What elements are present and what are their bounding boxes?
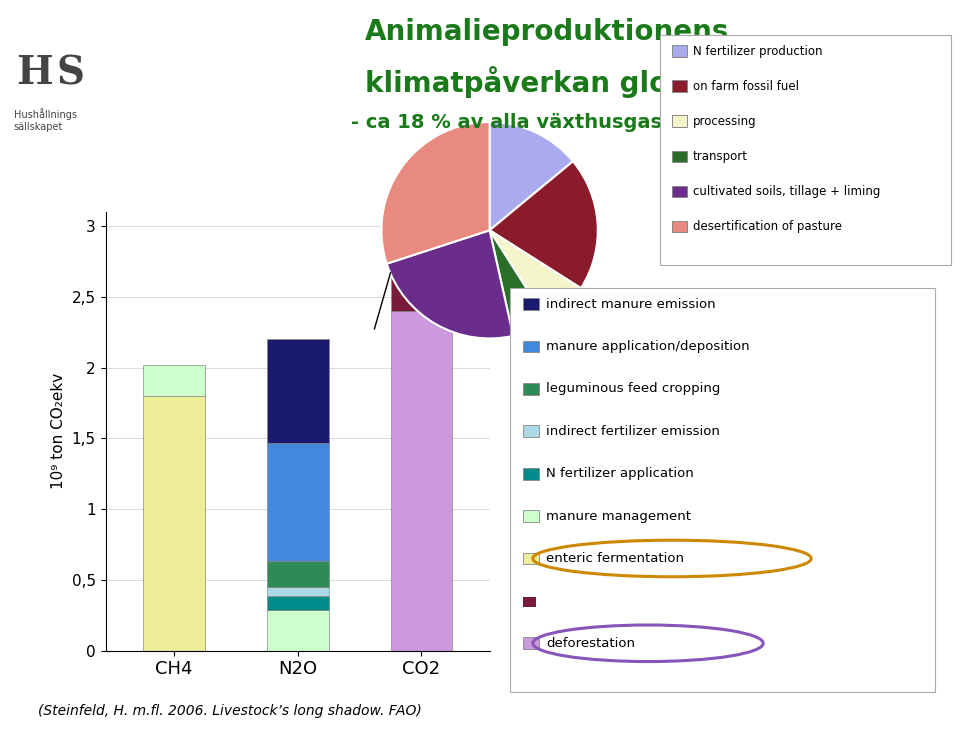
- Text: indirect fertilizer emission: indirect fertilizer emission: [546, 425, 720, 438]
- Bar: [267, 339, 328, 443]
- Wedge shape: [387, 230, 514, 338]
- Text: manure management: manure management: [546, 510, 691, 523]
- Wedge shape: [490, 122, 573, 230]
- Bar: [267, 561, 328, 587]
- Bar: [267, 443, 328, 561]
- Wedge shape: [490, 162, 598, 288]
- Bar: [143, 396, 204, 651]
- Text: transport: transport: [693, 150, 748, 163]
- Wedge shape: [490, 230, 547, 336]
- Text: leguminous feed cropping: leguminous feed cropping: [546, 382, 721, 395]
- Text: manure application/deposition: manure application/deposition: [546, 340, 750, 353]
- Text: Hushållnings: Hushållnings: [13, 108, 77, 120]
- Bar: [391, 273, 452, 311]
- Bar: [391, 311, 452, 651]
- Text: Animalieproduktionens: Animalieproduktionens: [365, 18, 730, 46]
- Text: desertification of pasture: desertification of pasture: [693, 220, 842, 233]
- Text: - ca 18 % av alla växthusgasutsläpp: - ca 18 % av alla växthusgasutsläpp: [350, 113, 744, 132]
- Text: N fertilizer production: N fertilizer production: [693, 45, 823, 58]
- Text: enteric fermentation: enteric fermentation: [546, 552, 684, 565]
- Wedge shape: [381, 122, 490, 264]
- Wedge shape: [490, 230, 581, 322]
- Text: cultivated soils, tillage + liming: cultivated soils, tillage + liming: [693, 185, 880, 198]
- Y-axis label: 10⁹ ton CO₂ekv: 10⁹ ton CO₂ekv: [51, 373, 66, 490]
- Bar: [267, 610, 328, 651]
- Text: N fertilizer application: N fertilizer application: [546, 467, 694, 480]
- Bar: [143, 366, 204, 396]
- Text: (Steinfeld, H. m.fl. 2006. Livestock’s long shadow. FAO): (Steinfeld, H. m.fl. 2006. Livestock’s l…: [38, 704, 422, 718]
- Bar: [267, 587, 328, 596]
- Bar: [267, 596, 328, 610]
- Text: S: S: [57, 54, 84, 92]
- Text: H: H: [16, 54, 53, 92]
- Text: klimatpåverkan globalt: klimatpåverkan globalt: [365, 66, 730, 98]
- Text: sällskapet: sällskapet: [13, 121, 63, 132]
- Text: processing: processing: [693, 115, 756, 128]
- Text: on farm fossil fuel: on farm fossil fuel: [693, 80, 799, 93]
- Text: indirect manure emission: indirect manure emission: [546, 298, 716, 311]
- Text: deforestation: deforestation: [546, 637, 636, 650]
